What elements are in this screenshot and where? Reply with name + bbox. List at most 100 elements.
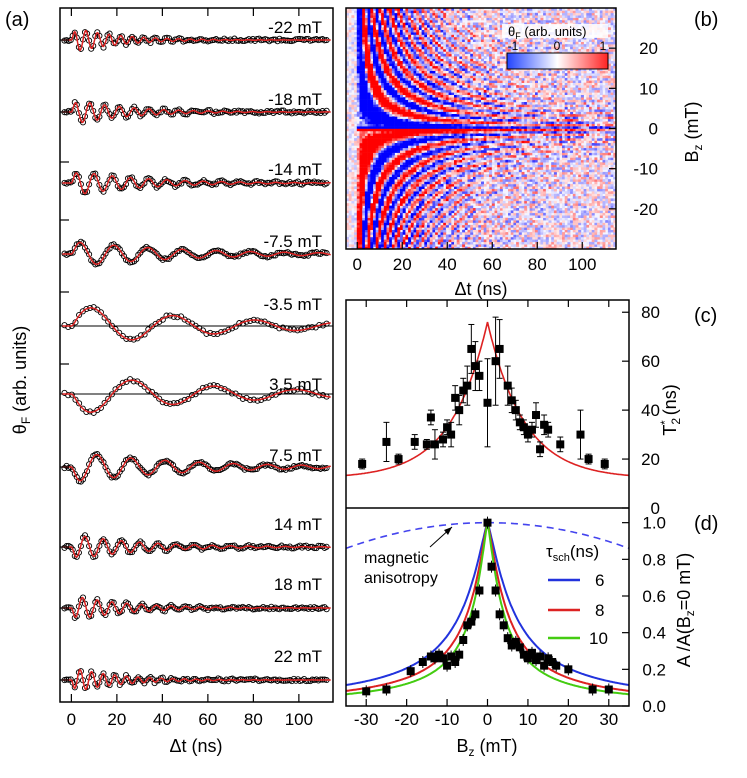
heatmap-cell bbox=[443, 164, 447, 168]
heatmap-cell bbox=[389, 159, 393, 163]
heatmap-cell bbox=[540, 239, 544, 243]
heatmap-cell bbox=[599, 205, 603, 209]
heatmap-cell bbox=[348, 222, 352, 226]
heatmap-cell bbox=[516, 208, 520, 211]
heatmap-cell bbox=[462, 181, 466, 185]
heatmap-cell bbox=[494, 208, 498, 211]
heatmap-cell bbox=[346, 220, 349, 223]
heatmap-cell bbox=[389, 210, 393, 214]
heatmap-cell bbox=[481, 205, 484, 209]
heatmap-cell bbox=[386, 186, 390, 189]
heatmap-cell bbox=[418, 181, 422, 185]
heatmap-cell bbox=[548, 193, 552, 197]
data-circle bbox=[131, 103, 138, 110]
heatmap-cell bbox=[508, 246, 511, 249]
heatmap-cell bbox=[362, 220, 366, 223]
heatmap-cell bbox=[602, 164, 606, 168]
data-circle bbox=[137, 538, 144, 545]
heatmap-cell bbox=[402, 186, 406, 189]
heatmap-cell bbox=[578, 200, 582, 204]
data-circle bbox=[286, 37, 293, 44]
data-circle bbox=[116, 329, 123, 336]
heatmap-cell bbox=[475, 183, 479, 187]
heatmap-cell bbox=[435, 220, 439, 223]
heatmap-cell bbox=[456, 181, 460, 185]
heatmap-cell bbox=[418, 159, 422, 163]
data-circle bbox=[167, 111, 175, 118]
heatmap-cell bbox=[553, 236, 557, 240]
heatmap-cell bbox=[510, 188, 514, 192]
heatmap-cell bbox=[483, 162, 487, 165]
heatmap-cell bbox=[462, 244, 466, 247]
heatmap-cell bbox=[607, 205, 611, 209]
heatmap-cell bbox=[435, 222, 439, 226]
heatmap-cell bbox=[364, 236, 368, 240]
heatmap-cell bbox=[548, 208, 552, 211]
data-circle bbox=[135, 251, 142, 258]
heatmap-cell bbox=[540, 241, 544, 245]
heatmap-cell bbox=[559, 191, 563, 194]
heatmap-cell bbox=[508, 181, 511, 185]
heatmap-cell bbox=[440, 157, 444, 161]
heatmap-cell bbox=[373, 208, 376, 211]
heatmap-cell bbox=[418, 179, 422, 182]
heatmap-cell bbox=[491, 181, 495, 185]
heatmap-cell bbox=[610, 239, 614, 243]
heatmap-cell bbox=[591, 179, 595, 182]
heatmap-cell bbox=[529, 186, 533, 189]
heatmap-cell bbox=[551, 145, 555, 149]
heatmap-cell bbox=[418, 205, 422, 209]
heatmap-cell bbox=[410, 241, 414, 245]
heatmap-cell bbox=[502, 241, 506, 245]
heatmap-cell bbox=[613, 198, 616, 202]
heatmap-cell bbox=[551, 229, 555, 233]
heatmap-cell bbox=[394, 162, 398, 165]
heatmap-cell bbox=[402, 196, 406, 199]
heatmap-cell bbox=[432, 167, 436, 170]
heatmap-cell bbox=[451, 152, 455, 156]
field-label: 22 mT bbox=[274, 647, 322, 666]
heatmap-cell bbox=[454, 191, 457, 194]
heatmap-cell bbox=[543, 162, 547, 165]
heatmap-cell bbox=[597, 241, 601, 245]
heatmap-cell bbox=[402, 150, 406, 153]
heatmap-cell bbox=[543, 159, 547, 163]
heatmap-cell bbox=[424, 220, 428, 223]
heatmap-cell bbox=[448, 215, 452, 218]
heatmap-cell bbox=[370, 157, 374, 161]
heatmap-cell bbox=[410, 222, 414, 226]
heatmap-cell bbox=[551, 224, 555, 228]
heatmap-cell bbox=[416, 222, 420, 226]
heatmap-cell bbox=[567, 145, 571, 149]
heatmap-cell bbox=[599, 241, 603, 245]
heatmap-cell bbox=[448, 145, 452, 149]
heatmap-cell bbox=[567, 155, 571, 158]
heatmap-cell bbox=[494, 179, 498, 182]
heatmap-cell bbox=[545, 159, 549, 163]
heatmap-cell bbox=[472, 181, 476, 185]
heatmap-cell bbox=[413, 179, 417, 182]
heatmap-cell bbox=[464, 236, 468, 240]
heatmap-cell bbox=[451, 150, 455, 153]
heatmap-cell bbox=[389, 222, 393, 226]
heatmap-cell bbox=[502, 145, 506, 149]
heatmap-cell bbox=[370, 210, 374, 214]
heatmap-cell bbox=[524, 236, 528, 240]
heatmap-cell bbox=[494, 222, 498, 226]
heatmap-cell bbox=[532, 179, 536, 182]
heatmap-cell bbox=[575, 162, 579, 165]
heatmap-cell bbox=[499, 145, 503, 149]
heatmap-cell bbox=[432, 169, 436, 173]
heatmap-cell bbox=[589, 188, 592, 192]
heatmap-cell bbox=[553, 212, 557, 216]
data-circle bbox=[239, 464, 246, 471]
heatmap-cell bbox=[410, 215, 414, 218]
heatmap-cell bbox=[375, 174, 379, 177]
heatmap-cell bbox=[502, 246, 506, 249]
heatmap-cell bbox=[351, 217, 355, 221]
heatmap-cell bbox=[553, 162, 557, 165]
heatmap-cell bbox=[408, 241, 412, 245]
data-circle bbox=[141, 109, 148, 116]
heatmap-cell bbox=[551, 162, 555, 165]
heatmap-cell bbox=[364, 222, 368, 226]
